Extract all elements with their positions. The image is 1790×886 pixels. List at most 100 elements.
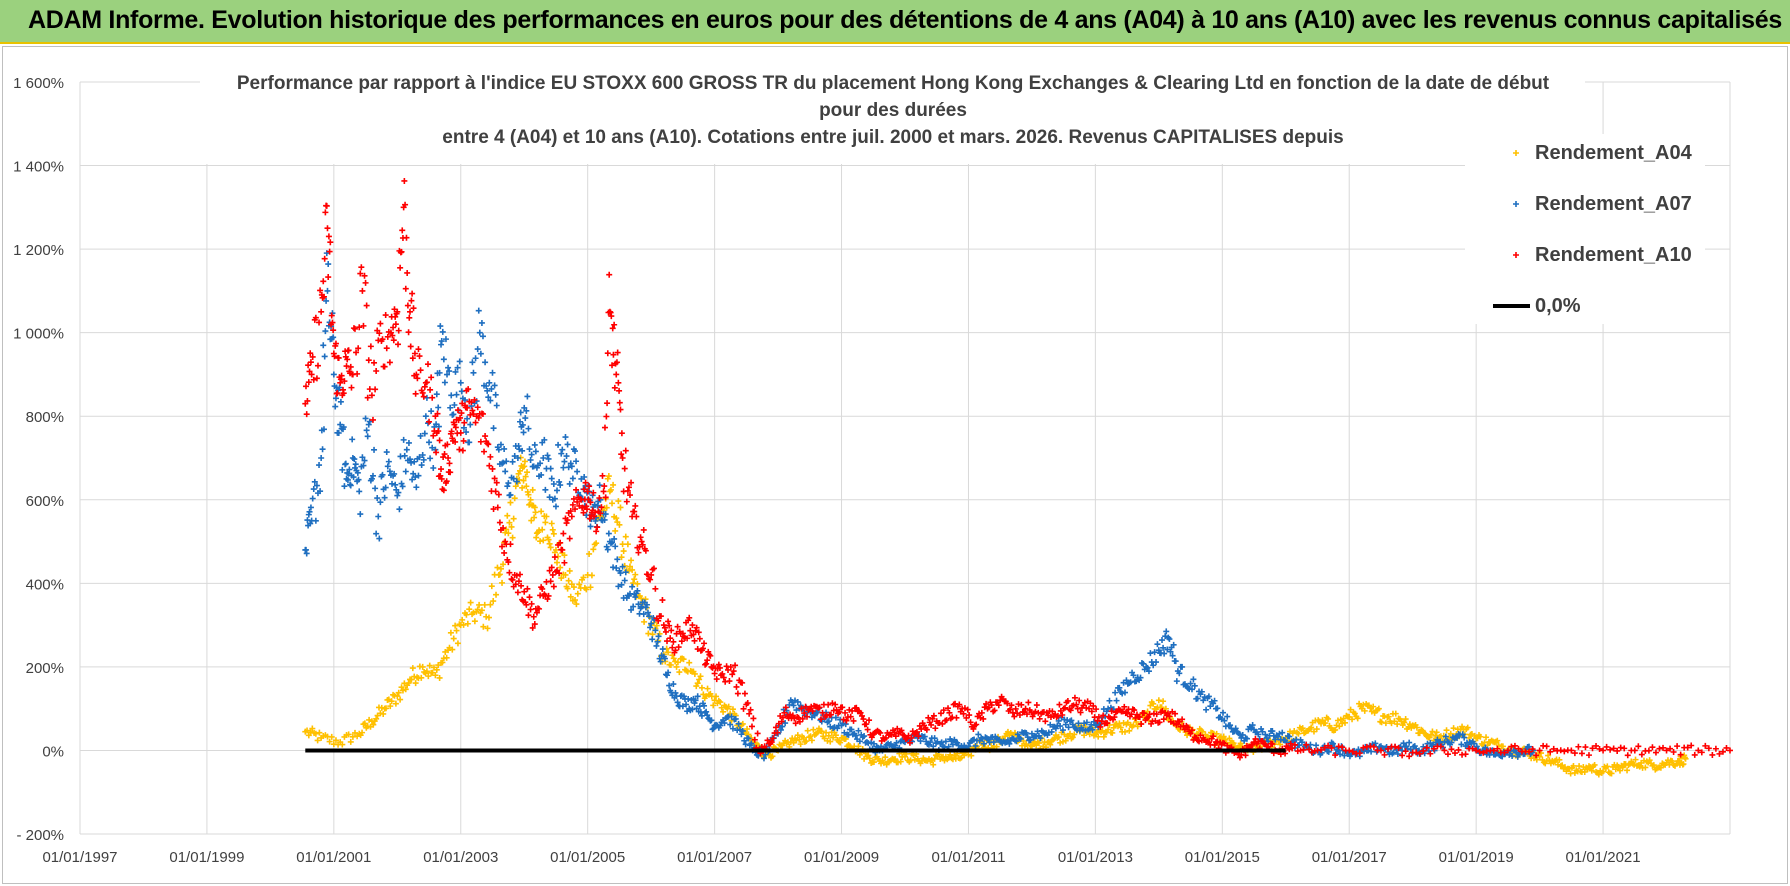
x-tick-label: 01/01/2003 <box>423 849 498 866</box>
data-point <box>1444 751 1451 758</box>
data-point <box>1450 725 1457 732</box>
data-point <box>600 488 607 495</box>
data-point <box>463 429 470 436</box>
data-point <box>372 386 379 393</box>
data-point <box>391 470 398 477</box>
data-point <box>1121 703 1128 710</box>
data-point <box>542 486 549 493</box>
data-point <box>337 398 344 405</box>
data-point <box>707 652 714 659</box>
data-point <box>609 362 616 369</box>
data-point <box>362 415 369 422</box>
data-point <box>402 468 409 475</box>
data-point <box>943 717 950 724</box>
data-point <box>481 601 488 608</box>
data-point <box>631 576 638 583</box>
data-point <box>546 494 553 501</box>
data-point <box>1674 743 1681 750</box>
data-point <box>564 585 571 592</box>
data-point <box>314 737 321 744</box>
data-point <box>524 469 531 476</box>
chart-title: Performance par rapport à l'indice EU ST… <box>200 64 1585 164</box>
data-point <box>523 483 530 490</box>
data-point <box>1232 725 1239 732</box>
data-point <box>792 720 799 727</box>
data-point <box>1057 739 1064 746</box>
data-point <box>1279 729 1286 736</box>
data-point <box>643 601 650 608</box>
data-point <box>1490 747 1497 754</box>
chart-title-line-1: Performance par rapport à l'indice EU ST… <box>237 73 1550 94</box>
data-point <box>320 426 327 433</box>
data-point <box>747 706 754 713</box>
data-point <box>667 661 674 668</box>
data-point <box>1190 676 1197 683</box>
data-point <box>398 248 405 255</box>
data-point <box>1656 745 1663 752</box>
data-point <box>1068 717 1075 724</box>
data-point <box>609 325 616 332</box>
data-point <box>1469 745 1476 752</box>
data-point <box>848 726 855 733</box>
data-point <box>665 618 672 625</box>
x-tick-label: 01/01/2021 <box>1566 849 1641 866</box>
data-point <box>1095 733 1102 740</box>
chart-legend: Rendement_A04 Rendement_A07 Rendement_A10 0… <box>1465 134 1705 324</box>
data-point <box>980 740 987 747</box>
data-point <box>345 347 352 354</box>
data-point <box>1306 746 1313 753</box>
data-point <box>424 361 431 368</box>
data-point <box>438 338 445 345</box>
y-tick-label: 1 200% <box>13 242 64 259</box>
data-point <box>1394 750 1401 757</box>
data-point <box>436 369 443 376</box>
data-point <box>713 676 720 683</box>
data-point <box>305 362 312 369</box>
data-point <box>672 689 679 696</box>
data-point <box>520 477 527 484</box>
data-point <box>842 735 849 742</box>
data-point <box>565 464 572 471</box>
data-point <box>523 407 530 414</box>
data-point <box>1464 724 1471 731</box>
data-point <box>649 636 656 643</box>
data-point <box>556 478 563 485</box>
data-point <box>528 600 535 607</box>
data-point <box>476 601 483 608</box>
data-point <box>421 430 428 437</box>
data-point <box>500 459 507 466</box>
data-point <box>517 467 523 474</box>
data-point <box>526 594 533 601</box>
data-point <box>717 722 724 729</box>
data-point <box>1499 743 1506 750</box>
data-point <box>467 599 474 606</box>
data-point <box>416 353 423 360</box>
data-point <box>615 379 622 386</box>
data-point <box>1056 701 1063 708</box>
data-point <box>1191 682 1198 689</box>
data-point <box>453 391 460 398</box>
data-point <box>317 488 324 495</box>
data-point <box>858 712 865 719</box>
data-point <box>893 739 900 746</box>
data-point <box>809 708 816 715</box>
data-point <box>443 478 450 485</box>
data-point <box>586 483 593 490</box>
data-point <box>587 523 594 530</box>
data-point <box>482 359 489 366</box>
data-point <box>832 732 839 739</box>
data-point <box>720 674 727 681</box>
data-point <box>796 736 803 743</box>
data-point <box>302 383 309 390</box>
data-point <box>566 480 573 487</box>
data-point <box>603 543 610 550</box>
data-point <box>1173 678 1180 685</box>
data-point <box>1443 727 1450 734</box>
data-point <box>328 312 335 319</box>
data-point <box>330 334 337 341</box>
data-point <box>655 633 662 640</box>
data-point <box>666 682 673 689</box>
data-point <box>543 513 550 520</box>
data-point <box>347 363 354 370</box>
data-point <box>1286 733 1293 740</box>
